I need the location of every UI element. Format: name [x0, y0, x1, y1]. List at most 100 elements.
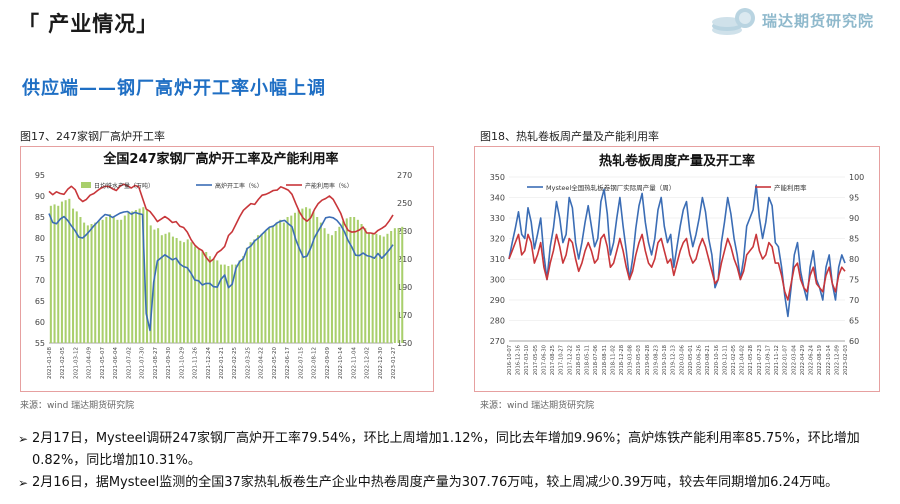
- bar-mark: [160, 235, 163, 343]
- bar-mark: [393, 228, 396, 343]
- x-tick-label: 2022-06-17: [285, 347, 291, 379]
- series-line-2: [48, 183, 394, 263]
- bar-mark: [367, 232, 370, 343]
- bar-mark: [138, 208, 141, 343]
- bar-mark: [238, 260, 241, 343]
- x-tick-label: 2021-04-02: [740, 345, 746, 375]
- bar-mark: [260, 233, 263, 343]
- bar-mark: [390, 231, 393, 343]
- legend-swatch: [81, 182, 91, 188]
- legend-label: 高炉开工率（%）: [215, 182, 263, 190]
- series-line-1: [508, 184, 846, 318]
- bar-mark: [282, 222, 285, 343]
- y-left-tick-label: 320: [490, 235, 505, 244]
- bar-mark: [279, 219, 282, 343]
- bar-mark: [83, 222, 86, 343]
- x-tick-label: 2017-05-05: [533, 345, 539, 375]
- bar-mark: [205, 252, 208, 343]
- chart-title: 全国247家钢厂高炉开工率及产能利用率: [102, 151, 338, 167]
- y-left-tick-label: 310: [490, 255, 505, 264]
- bar-mark: [116, 219, 119, 343]
- bar-mark: [68, 198, 71, 343]
- x-tick-label: 2017-12-22: [567, 345, 573, 375]
- bar-mark: [231, 264, 234, 343]
- x-tick-label: 2019-08-23: [653, 345, 659, 375]
- bar-mark: [97, 221, 100, 343]
- x-tick-label: 2017-08-25: [550, 345, 556, 375]
- bar-mark: [57, 205, 60, 343]
- y-right-tick-label: 210: [397, 255, 412, 264]
- chart-title: 热轧卷板周度产量及开工率: [599, 153, 755, 169]
- x-tick-label: 2021-04-09: [87, 347, 93, 379]
- x-tick-label: 2020-10-16: [714, 345, 720, 375]
- bar-mark: [401, 226, 404, 343]
- y-right-tick-label: 270: [397, 171, 412, 180]
- bar-mark: [364, 228, 367, 343]
- y-left-tick-label: 90: [35, 192, 45, 201]
- bar-mark: [245, 247, 248, 343]
- bar-mark: [334, 231, 337, 343]
- bar-mark: [101, 219, 104, 343]
- bar-mark: [223, 264, 226, 343]
- bar-mark: [382, 236, 385, 343]
- bar-mark: [301, 208, 304, 343]
- y-left-tick-label: 95: [35, 171, 45, 180]
- bar-mark: [271, 225, 274, 343]
- y-left-tick-label: 80: [35, 234, 45, 243]
- x-tick-label: 2018-03-16: [576, 345, 582, 375]
- bar-mark: [164, 233, 167, 343]
- y-left-tick-label: 85: [35, 213, 45, 222]
- bar-mark: [216, 260, 219, 343]
- bar-mark: [142, 207, 145, 343]
- y-left-tick-label: 290: [490, 296, 505, 305]
- bar-mark: [94, 222, 97, 343]
- x-tick-label: 2021-06-04: [113, 347, 119, 379]
- legend-label: 产能利用率: [774, 183, 807, 192]
- y-right-tick-label: 190: [397, 283, 412, 292]
- x-tick-label: 2021-02-05: [60, 347, 66, 379]
- x-tick-label: 2019-05-03: [636, 345, 642, 375]
- bar-mark: [112, 217, 115, 343]
- x-tick-label: 2021-10-29: [179, 347, 185, 379]
- bar-mark: [149, 225, 152, 343]
- x-tick-label: 2022-02-25: [232, 347, 238, 379]
- bar-mark: [131, 211, 134, 343]
- y-left-tick-label: 75: [35, 255, 45, 264]
- x-tick-label: 2018-11-02: [610, 345, 616, 375]
- y-right-tick-label: 150: [397, 339, 412, 348]
- x-tick-label: 2021-01-08: [47, 347, 53, 379]
- bar-mark: [153, 229, 156, 343]
- y-left-tick-label: 300: [490, 276, 505, 285]
- bar-mark: [79, 217, 82, 343]
- coin-stack-icon: [712, 8, 755, 35]
- x-tick-label: 2022-11-04: [351, 347, 357, 379]
- y-left-tick-label: 350: [490, 173, 505, 182]
- legend-label: 产能利用率（%）: [305, 182, 353, 190]
- x-tick-label: 2021-05-07: [100, 347, 106, 379]
- bar-mark: [53, 204, 56, 343]
- y-left-tick-label: 280: [490, 317, 505, 326]
- y-left-tick-label: 70: [35, 276, 45, 285]
- y-left-tick-label: 270: [490, 337, 505, 346]
- page-headline: 供应端——钢厂高炉开工率小幅上调: [22, 78, 326, 99]
- x-tick-label: 2022-09-09: [325, 347, 331, 379]
- y-right-tick-label: 65: [849, 317, 859, 326]
- x-tick-label: 2022-06-24: [809, 344, 815, 375]
- x-tick-label: 2021-09-17: [765, 345, 771, 375]
- x-tick-label: 2020-12-11: [722, 345, 728, 375]
- bar-mark: [345, 218, 348, 343]
- x-tick-label: 2022-07-15: [298, 347, 304, 379]
- x-tick-label: 2022-12-09: [834, 345, 840, 375]
- bar-mark: [256, 235, 260, 343]
- bullet-list: ➢ 2月17日，Mysteel调研247家钢厂高炉开工率79.54%，环比上周增…: [18, 428, 898, 494]
- bar-mark: [312, 211, 315, 343]
- x-tick-label: 2019-12-13: [671, 345, 677, 375]
- figure-18-source: 来源：wind 瑞达期货研究院: [480, 401, 595, 411]
- bar-mark: [308, 208, 311, 343]
- x-tick-label: 2022-08-12: [312, 347, 318, 379]
- bar-mark: [305, 207, 308, 343]
- bar-mark: [275, 222, 278, 343]
- bar-mark: [353, 217, 356, 343]
- x-tick-label: 2018-08-31: [602, 345, 608, 375]
- y-right-tick-label: 70: [849, 296, 859, 305]
